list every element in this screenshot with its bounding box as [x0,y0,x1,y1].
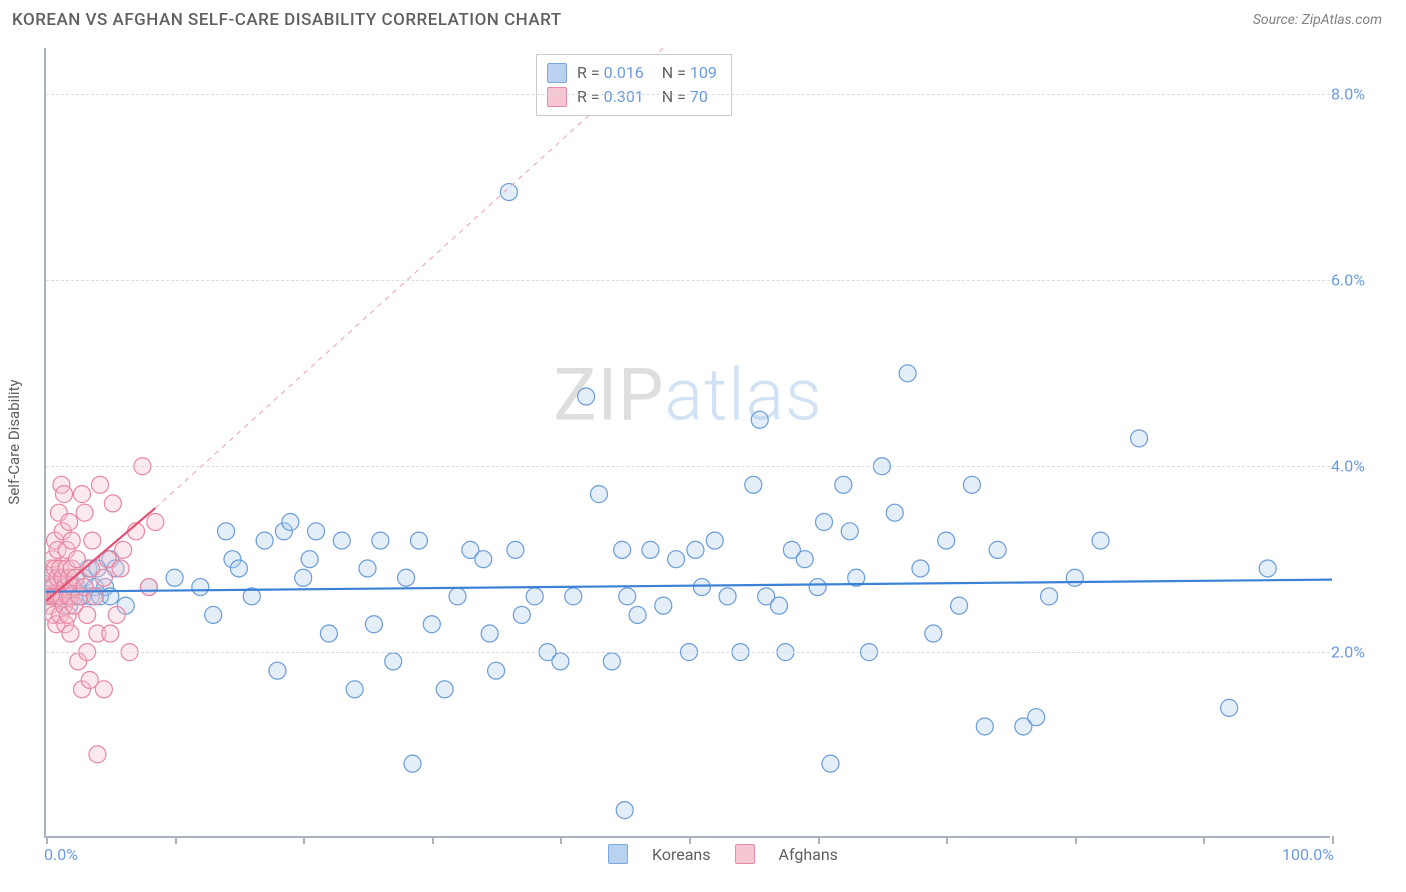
x-tick [432,836,434,844]
x-tick [1075,836,1077,844]
legend-swatch-icon [735,844,755,864]
legend-label: Koreans [652,845,711,864]
stat-n-label: N =70 [654,85,708,109]
x-tick [303,836,305,844]
y-axis-title: Self-Care Disability [5,379,23,504]
x-axis-label: 0.0% [44,845,78,864]
gridline-h [46,280,1330,281]
stats-legend-box: R =0.016 N =109 R =0.301 N =70 [536,54,732,116]
x-tick [1332,836,1334,844]
y-tick-label: 8.0% [1331,85,1386,104]
scatter-svg [46,48,1332,838]
x-tick [46,836,48,844]
x-tick [560,836,562,844]
legend-label: Afghans [779,845,838,864]
gridline-h [46,466,1330,467]
stat-r-label: R =0.301 [577,85,644,109]
stats-row: R =0.016 N =109 [547,61,717,85]
y-tick-label: 6.0% [1331,271,1386,290]
series-swatch-icon [547,87,567,107]
plot-container: Self-Care Disability ZIPatlas R =0.016 N… [44,48,1390,838]
x-tick [818,836,820,844]
stat-r-label: R =0.016 [577,61,644,85]
x-tick [175,836,177,844]
stats-row: R =0.301 N =70 [547,85,717,109]
x-tick [946,836,948,844]
stat-n-label: N =109 [654,61,717,85]
source-attribution: Source: ZipAtlas.com [1253,12,1382,28]
x-tick [689,836,691,844]
plot-area: Self-Care Disability ZIPatlas R =0.016 N… [44,48,1330,838]
legend-swatch-icon [608,844,628,864]
y-tick-label: 4.0% [1331,457,1386,476]
x-tick [1203,836,1205,844]
y-tick-label: 2.0% [1331,643,1386,662]
chart-title: KOREAN VS AFGHAN SELF-CARE DISABILITY CO… [12,10,562,30]
x-axis-label: 100.0% [1282,845,1334,864]
gridline-h [46,652,1330,653]
gridline-h [46,94,1330,95]
series-swatch-icon [547,63,567,83]
bottom-legend: Koreans Afghans [608,844,838,864]
